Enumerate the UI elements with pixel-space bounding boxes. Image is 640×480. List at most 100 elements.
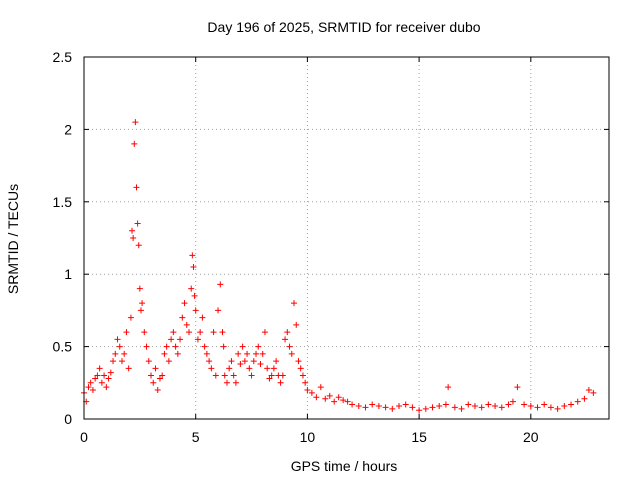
x-axis-label: GPS time / hours — [291, 458, 398, 474]
data-point — [492, 402, 499, 409]
data-point — [136, 285, 143, 292]
data-point — [103, 384, 110, 391]
data-point — [174, 350, 181, 357]
data-point — [451, 404, 458, 411]
data-point — [246, 365, 253, 372]
data-point — [210, 329, 217, 336]
y-tick-label: 1 — [64, 266, 72, 282]
data-point — [514, 384, 521, 391]
data-point — [442, 401, 449, 408]
data-point — [344, 398, 351, 405]
data-point — [203, 350, 210, 357]
data-point — [159, 372, 166, 379]
data-point — [295, 358, 302, 365]
data-point — [145, 358, 152, 365]
data-point — [445, 384, 452, 391]
data-point — [161, 350, 168, 357]
data-point — [123, 329, 130, 336]
plot-frame — [83, 56, 610, 420]
data-point — [152, 365, 159, 372]
data-point — [235, 350, 242, 357]
data-point — [478, 404, 485, 411]
data-point — [239, 343, 246, 350]
data-point — [355, 402, 362, 409]
y-tick-label: 0 — [64, 411, 72, 427]
data-point — [148, 372, 155, 379]
x-tick-label: 10 — [300, 429, 316, 445]
y-tick-label: 1.5 — [53, 194, 73, 210]
data-point — [317, 384, 324, 391]
data-point — [396, 402, 402, 409]
data-point — [186, 329, 192, 336]
data-point — [116, 343, 123, 350]
data-point — [422, 405, 429, 412]
data-point — [150, 379, 157, 386]
data-point — [297, 365, 304, 372]
data-point — [253, 350, 260, 357]
data-point — [112, 350, 119, 357]
data-point — [585, 387, 592, 394]
data-point — [137, 307, 144, 314]
data-point — [183, 321, 190, 328]
data-point — [89, 387, 96, 394]
data-point — [286, 343, 293, 350]
data-point — [273, 358, 280, 365]
data-point — [181, 300, 188, 307]
data-point — [199, 314, 206, 321]
data-point — [168, 336, 175, 343]
data-point — [129, 227, 136, 234]
data-point — [335, 394, 342, 401]
x-tick-label: 0 — [80, 429, 88, 445]
data-point — [402, 401, 409, 408]
data-point — [561, 402, 568, 409]
y-axis-label: SRMTID / TECUs — [5, 184, 21, 294]
data-point — [568, 401, 575, 408]
data-point — [215, 307, 222, 314]
data-point — [217, 281, 224, 288]
data-point — [299, 372, 306, 379]
data-point — [302, 379, 309, 386]
data-point — [284, 329, 291, 336]
data-point — [130, 235, 137, 241]
data-point — [127, 314, 134, 321]
data-point — [521, 401, 528, 408]
data-point — [226, 365, 233, 372]
data-point — [436, 402, 443, 409]
data-point — [554, 405, 561, 412]
data-point — [471, 402, 478, 409]
chart-title: Day 196 of 2025, SRMTID for receiver dub… — [207, 19, 480, 35]
data-point — [259, 350, 266, 357]
data-point — [98, 379, 105, 386]
data-point — [261, 329, 268, 336]
x-tick-label: 20 — [523, 429, 539, 445]
x-tick-label: 15 — [411, 429, 427, 445]
data-point — [590, 389, 597, 396]
data-point — [458, 405, 465, 412]
data-point — [133, 184, 140, 191]
data-point — [429, 404, 436, 411]
data-point — [485, 401, 492, 408]
data-point — [369, 401, 376, 408]
data-point — [581, 395, 588, 402]
data-point — [293, 321, 300, 328]
data-point — [313, 394, 320, 401]
data-point — [208, 365, 215, 372]
data-point — [304, 387, 311, 394]
data-point — [349, 401, 356, 408]
data-point — [134, 220, 141, 227]
data-point — [87, 379, 94, 386]
data-point — [248, 372, 255, 379]
data-point — [375, 402, 382, 409]
data-point — [509, 398, 516, 405]
data-point — [194, 336, 201, 343]
data-point — [282, 336, 289, 343]
data-point — [101, 372, 108, 379]
data-point — [541, 401, 548, 408]
data-point — [179, 314, 186, 321]
data-point — [389, 405, 396, 412]
x-tick-label: 5 — [192, 429, 200, 445]
data-point — [291, 300, 297, 307]
data-point — [125, 365, 132, 372]
data-point — [105, 375, 112, 382]
